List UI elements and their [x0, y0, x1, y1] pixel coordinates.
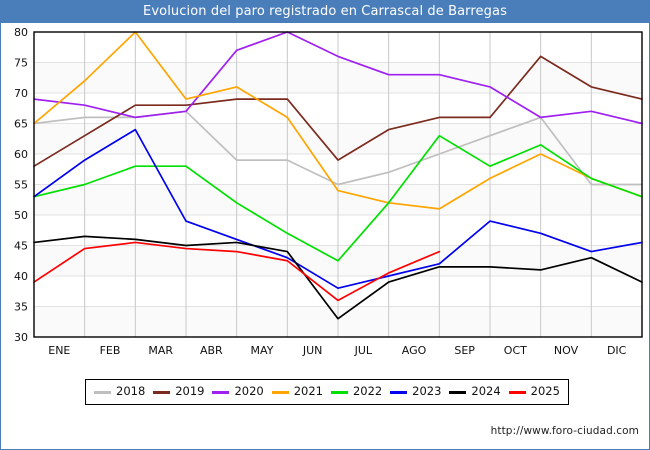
legend-entry-2022[interactable]: 2022	[330, 384, 383, 399]
y-tick-30: 30	[14, 331, 28, 344]
series-line-2019	[33, 55, 643, 168]
plot-frame	[33, 31, 643, 338]
legend-swatch-2019	[153, 390, 171, 394]
legend-swatch-2023	[390, 390, 408, 394]
x-tick-NOV: NOV	[554, 344, 579, 357]
window-title: Evolucion del paro registrado en Carrasc…	[1, 1, 649, 23]
line-chart: 30 35 40 45 50 55 60 65 70 75 80 ENE FEB MAR ABR MAY JU…	[14, 26, 643, 357]
grid-lines	[34, 32, 642, 337]
legend-entry-2023[interactable]: 2023	[390, 386, 441, 398]
y-tick-75: 75	[14, 57, 28, 70]
legend-entry-2018[interactable]: 2018	[94, 386, 145, 398]
series-line-2020	[33, 31, 643, 125]
y-tick-40: 40	[14, 270, 28, 283]
x-tick-JUL: JUL	[354, 344, 373, 357]
series-line-2023	[33, 128, 643, 290]
legend-label-2020: 2020	[234, 384, 264, 399]
x-tick-FEB: FEB	[100, 344, 121, 357]
series-line-2024	[33, 235, 643, 320]
chart-legend: 2018 2019 2020 2021 2022 2023 2024 2025	[85, 379, 569, 405]
y-tick-70: 70	[14, 87, 28, 100]
x-tick-OCT: OCT	[504, 344, 527, 357]
y-tick-50: 50	[14, 209, 28, 222]
legend-label-2022: 2022	[352, 384, 383, 399]
x-tick-MAY: MAY	[251, 344, 274, 357]
legend-entry-2024[interactable]: 2024	[449, 384, 501, 399]
x-tick-SEP: SEP	[454, 344, 475, 357]
y-tick-65: 65	[14, 118, 28, 131]
legend-label-2018: 2018	[116, 384, 146, 399]
legend-label-2023: 2023	[412, 384, 442, 399]
series-line-2025	[33, 241, 441, 302]
source-url: http://www.foro-ciudad.com	[490, 425, 639, 437]
legend-swatch-2018	[94, 390, 111, 394]
y-tick-55: 55	[14, 179, 28, 192]
legend-label-2024: 2024	[471, 384, 501, 399]
x-axis-tick-labels: ENE FEB MAR ABR MAY JUN JUL AGO SEP OCT NOV DIC	[48, 344, 626, 357]
legend-entry-2020[interactable]: 2020	[212, 384, 264, 399]
y-tick-60: 60	[14, 148, 28, 161]
legend-swatch-2025	[508, 390, 526, 394]
legend-swatch-2021	[271, 390, 289, 394]
chart-plot-area: 30 35 40 45 50 55 60 65 70 75 80 ENE FEB MAR ABR MAY JU…	[1, 23, 649, 363]
x-tick-ABR: ABR	[200, 344, 223, 357]
y-tick-45: 45	[14, 240, 28, 253]
legend-swatch-2020	[212, 390, 230, 394]
y-tick-80: 80	[14, 26, 28, 39]
x-tick-DIC: DIC	[607, 344, 627, 357]
series-line-2022	[33, 134, 643, 262]
x-tick-ENE: ENE	[48, 344, 70, 357]
legend-label-2021: 2021	[293, 384, 323, 399]
legend-entry-2025[interactable]: 2025	[508, 384, 560, 399]
legend-label-2019: 2019	[175, 384, 205, 399]
x-tick-JUN: JUN	[302, 344, 323, 357]
y-tick-35: 35	[14, 301, 28, 314]
y-axis-tick-labels: 30 35 40 45 50 55 60 65 70 75 80	[14, 26, 28, 344]
x-tick-MAR: MAR	[148, 344, 173, 357]
legend-label-2025: 2025	[530, 384, 560, 399]
legend-swatch-2022	[330, 390, 348, 394]
legend-entry-2019[interactable]: 2019	[153, 384, 205, 399]
x-tick-AGO: AGO	[402, 344, 427, 357]
legend-swatch-2024	[449, 390, 467, 394]
legend-entry-2021[interactable]: 2021	[271, 384, 323, 399]
